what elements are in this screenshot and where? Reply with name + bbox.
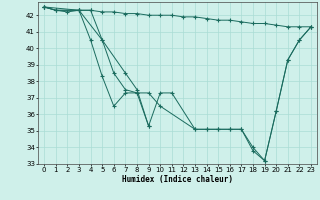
X-axis label: Humidex (Indice chaleur): Humidex (Indice chaleur) xyxy=(122,175,233,184)
